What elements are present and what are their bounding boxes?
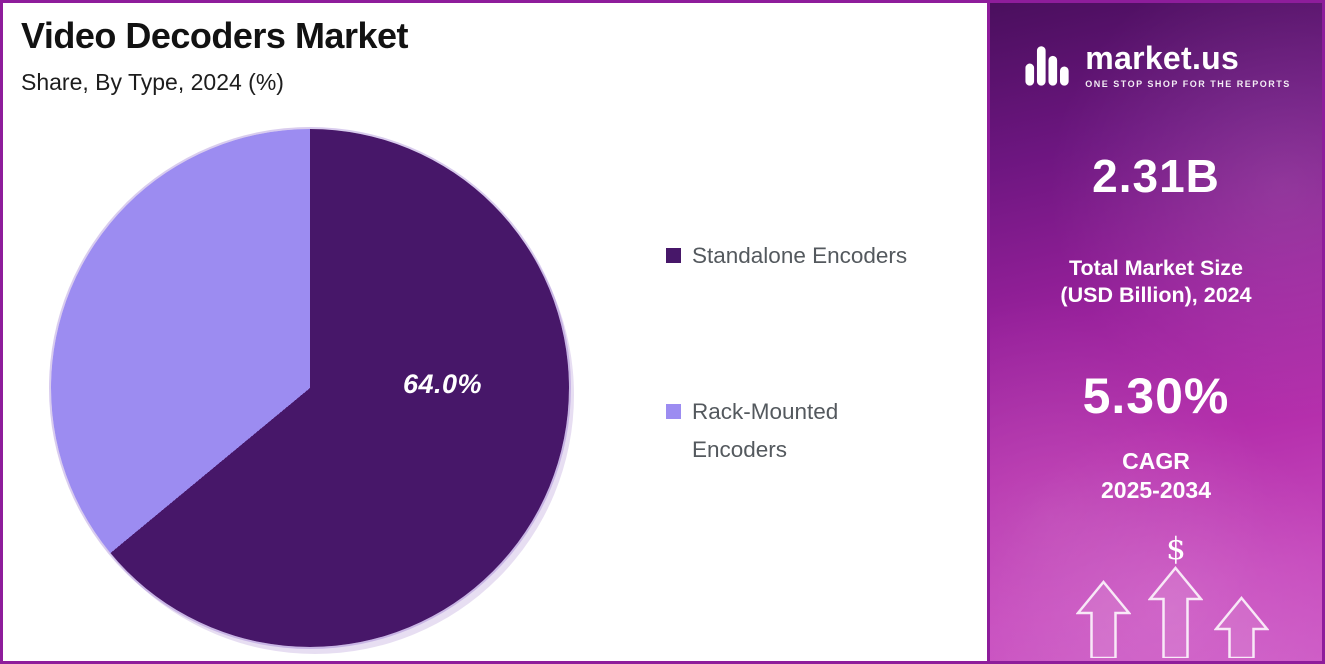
- growth-arrow-icon: [1213, 596, 1270, 661]
- market-size-value: 2.31B: [1092, 150, 1220, 202]
- legend-label: Rack-Mounted Encoders: [692, 399, 839, 462]
- market-size-label-line1: Total Market Size: [1068, 256, 1244, 280]
- brand-tagline: ONE STOP SHOP FOR THE REPORTS: [1085, 79, 1291, 89]
- chart-subtitle: Share, By Type, 2024 (%): [21, 69, 284, 95]
- legend-swatch: [666, 404, 681, 419]
- pie-data-label: 64.0%: [403, 369, 483, 399]
- market-size-label: Total Market Size (USD Billion), 2024: [990, 255, 1322, 309]
- legend-item: Standalone Encoders: [666, 237, 907, 275]
- pie-chart: [51, 129, 569, 647]
- cagr-label-line1: CAGR: [1122, 448, 1190, 474]
- legend-item: Rack-Mounted Encoders: [666, 393, 898, 469]
- growth-arrow-icon: [1147, 566, 1204, 661]
- logo: market.us ONE STOP SHOP FOR THE REPORTS: [990, 41, 1322, 89]
- growth-arrow-icon: [1075, 580, 1132, 661]
- cagr-label: CAGR 2025-2034: [990, 447, 1322, 505]
- chart-area: Video Decoders Market Share, By Type, 20…: [3, 3, 987, 661]
- logo-text: market.us ONE STOP SHOP FOR THE REPORTS: [1085, 41, 1291, 89]
- dollar-icon: $: [1166, 531, 1186, 567]
- brand-name: market.us: [1085, 40, 1240, 76]
- marketus-logo-icon: [1021, 41, 1075, 89]
- legend-label: Standalone Encoders: [692, 243, 908, 268]
- cagr-value: 5.30%: [1082, 368, 1230, 424]
- legend-swatch: [666, 248, 681, 263]
- cagr-label-line2: 2025-2034: [1101, 477, 1211, 503]
- growth-arrows: [990, 563, 1322, 661]
- sidebar: market.us ONE STOP SHOP FOR THE REPORTS …: [987, 3, 1322, 661]
- market-size-label-line2: (USD Billion), 2024: [1060, 283, 1252, 307]
- page-title: Video Decoders Market: [21, 15, 409, 56]
